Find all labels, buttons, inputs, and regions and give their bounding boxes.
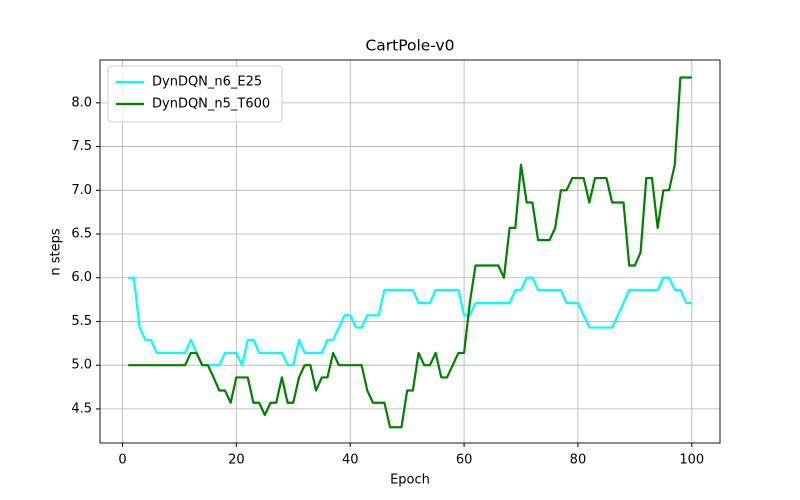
plot-frame xyxy=(99,59,721,444)
legend-label: DynDQN_n6_E25 xyxy=(152,75,262,90)
x-tick-label: 40 xyxy=(342,453,359,468)
y-tick-label: 8.0 xyxy=(71,95,92,110)
y-tick-label: 6.5 xyxy=(71,227,92,242)
x-axis-label: Epoch xyxy=(390,473,430,488)
y-tick-label: 6.0 xyxy=(71,270,92,285)
y-tick-label: 7.5 xyxy=(71,139,92,154)
y-tick-label: 5.5 xyxy=(71,314,92,329)
x-tick-label: 0 xyxy=(118,453,126,468)
y-axis-label: n steps xyxy=(49,228,64,275)
x-tick-label: 60 xyxy=(456,453,473,468)
series-line xyxy=(128,276,692,367)
y-tick-label: 5.0 xyxy=(71,358,92,373)
y-tick-label: 4.5 xyxy=(71,401,92,416)
x-tick-label: 100 xyxy=(679,453,704,468)
series-line xyxy=(128,76,692,429)
legend-label: DynDQN_n5_T600 xyxy=(152,97,270,112)
chart-title: CartPole-v0 xyxy=(365,37,454,55)
x-tick-label: 80 xyxy=(570,453,587,468)
legend-box xyxy=(107,65,283,123)
x-tick-label: 20 xyxy=(228,453,245,468)
y-tick-label: 7.0 xyxy=(71,183,92,198)
